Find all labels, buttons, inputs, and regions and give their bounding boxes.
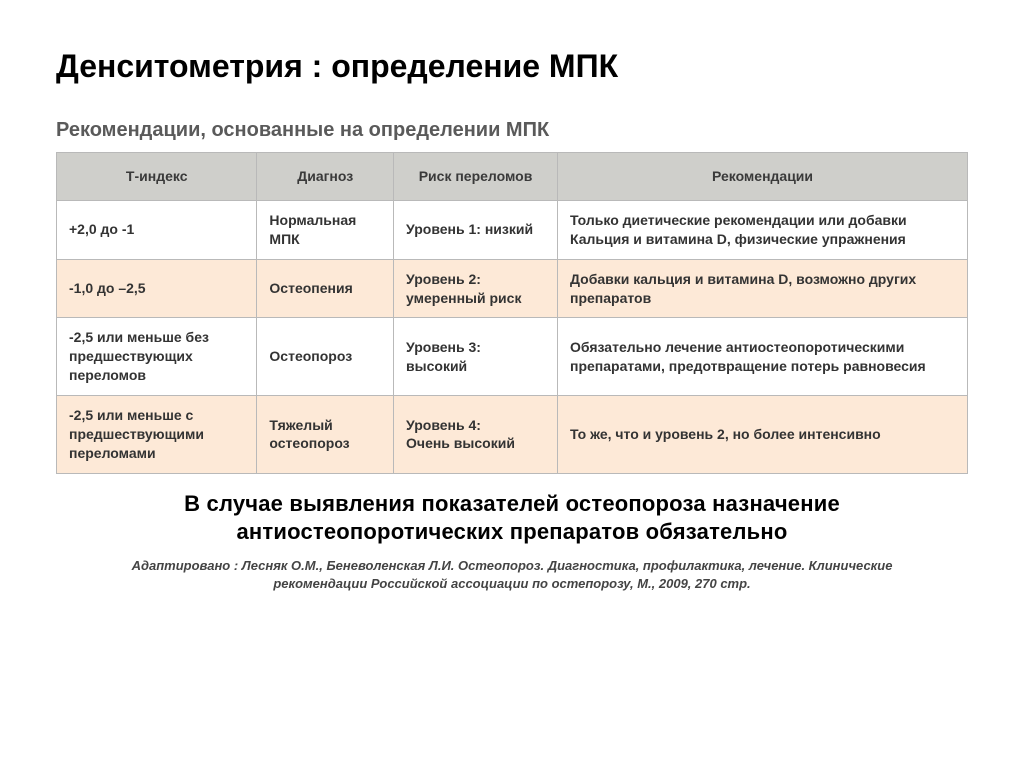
cell-risk: Уровень 3: высокий	[394, 318, 558, 396]
cell-recommendation: То же, что и уровень 2, но более интенси…	[558, 396, 968, 474]
cell-recommendation: Обязательно лечение антиостеопоротически…	[558, 318, 968, 396]
page-title: Денситометрия : определение МПК	[56, 48, 968, 85]
cell-risk: Уровень 4: Очень высокий	[394, 396, 558, 474]
col-header-tindex: Т-индекс	[57, 153, 257, 201]
cell-recommendation: Добавки кальция и витамина D, возможно д…	[558, 259, 968, 318]
cell-risk: Уровень 2: умеренный риск	[394, 259, 558, 318]
table-row: -2,5 или меньше с предшествующими перело…	[57, 396, 968, 474]
cell-tindex: -2,5 или меньше без предшествующих перел…	[57, 318, 257, 396]
cell-diagnosis: Нормальная МПК	[257, 200, 394, 259]
table-row: -2,5 или меньше без предшествующих перел…	[57, 318, 968, 396]
cell-diagnosis: Остеопения	[257, 259, 394, 318]
citation: Адаптировано : Лесняк О.М., Беневоленска…	[56, 557, 968, 592]
cell-tindex: +2,0 до -1	[57, 200, 257, 259]
recommendations-table: Т-индекс Диагноз Риск переломов Рекоменд…	[56, 152, 968, 474]
col-header-diagnosis: Диагноз	[257, 153, 394, 201]
cell-diagnosis: Остеопороз	[257, 318, 394, 396]
cell-tindex: -1,0 до –2,5	[57, 259, 257, 318]
table-header-row: Т-индекс Диагноз Риск переломов Рекоменд…	[57, 153, 968, 201]
col-header-recommendations: Рекомендации	[558, 153, 968, 201]
emphasis-note: В случае выявления показателей остеопоро…	[56, 490, 968, 547]
cell-tindex: -2,5 или меньше с предшествующими перело…	[57, 396, 257, 474]
cell-recommendation: Только диетические рекомендации или доба…	[558, 200, 968, 259]
cell-risk: Уровень 1: низкий	[394, 200, 558, 259]
table-row: -1,0 до –2,5 Остеопения Уровень 2: умере…	[57, 259, 968, 318]
cell-diagnosis: Тяжелый остеопороз	[257, 396, 394, 474]
subtitle: Рекомендации, основанные на определении …	[56, 119, 968, 142]
table-row: +2,0 до -1 Нормальная МПК Уровень 1: низ…	[57, 200, 968, 259]
col-header-risk: Риск переломов	[394, 153, 558, 201]
